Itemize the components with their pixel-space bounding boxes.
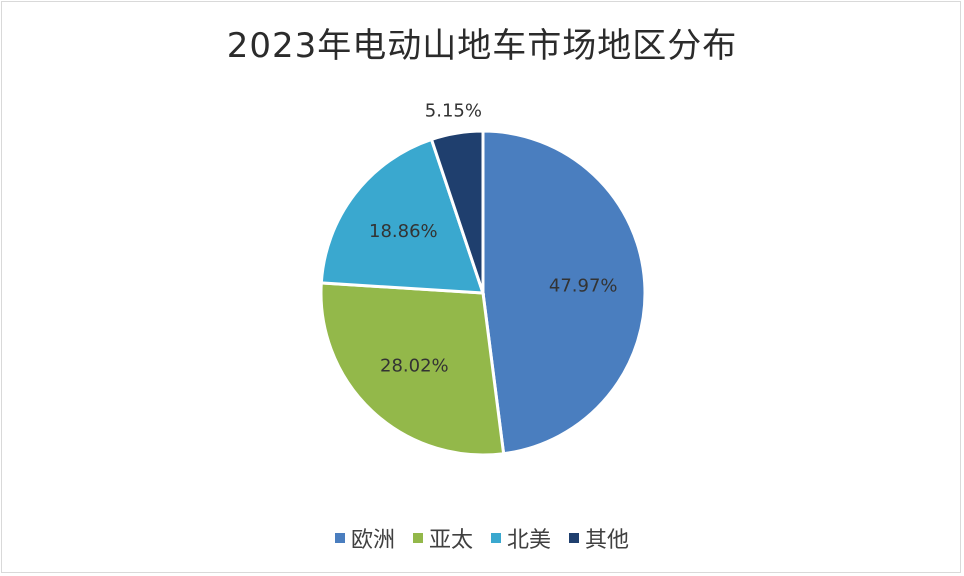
data-label-asia-pacific: 28.02% (380, 355, 449, 376)
legend-swatch-north-america (491, 533, 501, 543)
pie-slice-asia-pacific (319, 281, 506, 457)
legend-item-europe: 欧洲 (334, 522, 395, 554)
pie-slice-other (429, 129, 485, 294)
legend-label-other: 其他 (585, 528, 630, 553)
legend-swatch-other (569, 533, 580, 543)
data-label-other: 5.15% (425, 100, 482, 121)
legend-label-europe: 欧洲 (350, 528, 395, 553)
legend-item-asia-pacific: 亚太 (412, 522, 473, 554)
legend-swatch-europe (334, 533, 345, 543)
legend-label-asia-pacific: 亚太 (428, 528, 473, 553)
pie-slice-europe (481, 129, 647, 456)
legend-label-north-america: 北美 (507, 528, 552, 553)
pie-data-labels: 47.97% 28.02% 18.86% 5.15% (369, 100, 618, 376)
data-label-europe: 47.97% (549, 276, 618, 297)
chart-title: 2023年电动山地车市场地区分布 (226, 26, 738, 66)
legend-item-other: 其他 (569, 522, 629, 554)
legend-swatch-asia-pacific (412, 533, 423, 543)
pie-slices (319, 129, 647, 457)
chart-legend: 欧洲 亚太 北美 其他 (0, 522, 964, 554)
data-label-north-america: 18.86% (369, 221, 438, 242)
legend-item-north-america: 北美 (491, 522, 551, 554)
pie-slice-north-america (319, 137, 486, 295)
